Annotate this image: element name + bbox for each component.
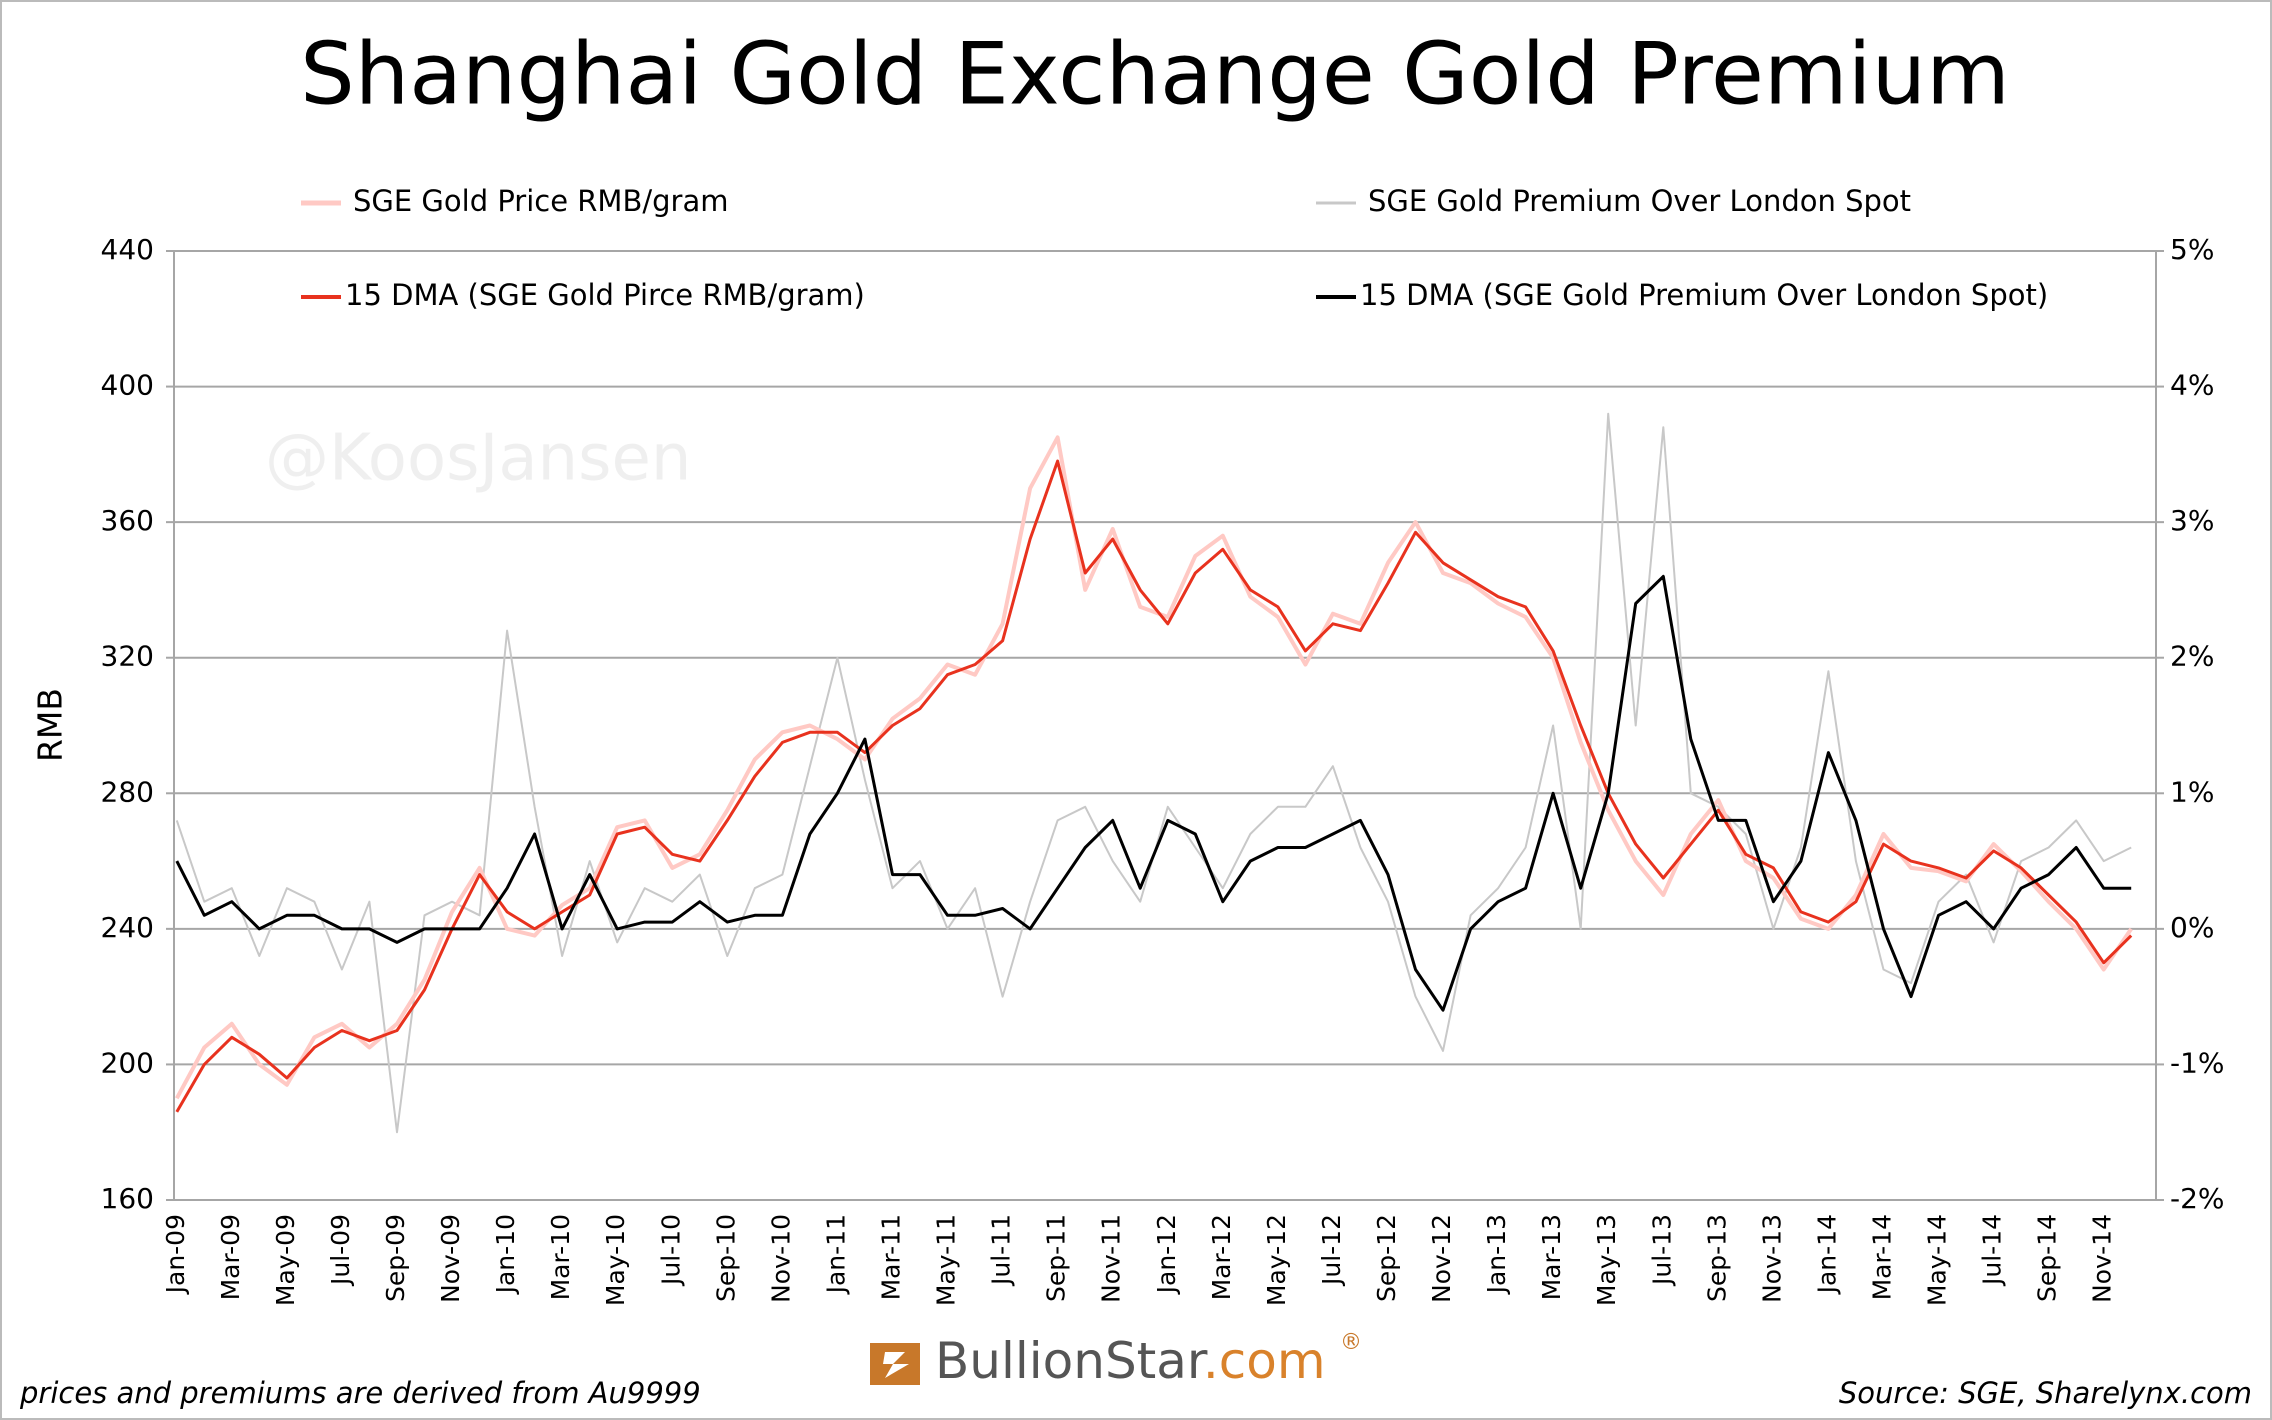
- x-tick-label: Mar-10: [546, 1214, 575, 1300]
- y-tick-label: 440: [101, 233, 154, 266]
- y-tick-label: 400: [101, 369, 154, 402]
- x-tick-label: May-11: [932, 1214, 961, 1306]
- x-tick-label: Nov-14: [2088, 1214, 2117, 1303]
- y-tick-label: 360: [101, 504, 154, 537]
- y-tick-label: 160: [101, 1182, 154, 1215]
- logo-name: BullionStar: [935, 1332, 1208, 1390]
- chart-title: Shanghai Gold Exchange Gold Premium: [300, 24, 2010, 124]
- x-tick-label: Jul-10: [656, 1214, 685, 1287]
- x-tick-label: Mar-12: [1207, 1214, 1236, 1300]
- y2-tick-label: -2%: [2170, 1182, 2225, 1215]
- watermark: @KoosJansen: [265, 422, 691, 496]
- x-tick-label: Sep-11: [1042, 1214, 1071, 1302]
- x-tick-label: Jan-11: [821, 1214, 850, 1295]
- y-tick-label: 320: [101, 640, 154, 673]
- y2-tick-label: 4%: [2170, 369, 2214, 402]
- logo-star: [883, 1352, 909, 1378]
- x-tick-label: Nov-09: [436, 1214, 465, 1303]
- x-tick-label: Jan-10: [491, 1214, 520, 1295]
- x-tick-label: Sep-10: [711, 1214, 740, 1302]
- x-tick-label: May-09: [271, 1214, 300, 1306]
- x-tick-label: Jan-13: [1482, 1214, 1511, 1295]
- series-line: [175, 459, 2133, 1113]
- x-tick-label: Jul-12: [1317, 1214, 1346, 1287]
- x-tick-label: May-14: [1923, 1214, 1952, 1306]
- x-tick-label: Nov-12: [1427, 1214, 1456, 1303]
- x-tick-label: Mar-14: [1867, 1214, 1896, 1300]
- y2-tick-label: 3%: [2170, 504, 2214, 537]
- x-tick-label: Nov-10: [766, 1214, 795, 1303]
- x-tick-label: Nov-13: [1757, 1214, 1786, 1303]
- logo-mark: ®: [1340, 1330, 1362, 1355]
- x-tick-label: Jan-09: [161, 1214, 190, 1295]
- x-tick-label: Jul-13: [1647, 1214, 1676, 1287]
- x-tick-label: May-12: [1262, 1214, 1291, 1306]
- legend-label: SGE Gold Premium Over London Spot: [1368, 184, 1911, 218]
- y2-tick-label: 5%: [2170, 233, 2214, 266]
- x-tick-label: Sep-13: [1702, 1214, 1731, 1302]
- source: Source: SGE, Sharelynx.com: [1839, 1376, 2252, 1410]
- legend-label: 15 DMA (SGE Gold Premium Over London Spo…: [1360, 278, 2048, 312]
- y-tick-label: 280: [101, 775, 154, 808]
- x-tick-label: Sep-14: [2033, 1214, 2062, 1302]
- logo-text: BullionStar.com: [935, 1332, 1326, 1390]
- series-line: [175, 574, 2132, 1012]
- x-tick-label: May-13: [1592, 1214, 1621, 1306]
- y-tick-label: 240: [101, 911, 154, 944]
- x-tick-label: Jan-12: [1152, 1214, 1181, 1295]
- series-line: [175, 435, 2133, 1100]
- x-tick-label: Mar-11: [876, 1214, 905, 1300]
- y2-tick-label: 1%: [2170, 775, 2214, 808]
- x-tick-label: Jul-09: [326, 1214, 355, 1287]
- x-tick-label: Mar-09: [216, 1214, 245, 1300]
- x-tick-label: Mar-13: [1537, 1214, 1566, 1300]
- x-tick-label: Jul-11: [987, 1214, 1016, 1287]
- x-tick-label: May-10: [601, 1214, 630, 1306]
- logo-suffix: .com: [1203, 1332, 1326, 1390]
- x-tick-label: Sep-09: [381, 1214, 410, 1302]
- x-tick-label: Jul-14: [1978, 1214, 2007, 1287]
- x-tick-label: Sep-12: [1372, 1214, 1401, 1302]
- y-axis-label: RMB: [31, 688, 70, 762]
- x-tick-label: Jan-14: [1812, 1214, 1841, 1295]
- logo: BullionStar.com ®: [870, 1330, 1362, 1390]
- legend-label: 15 DMA (SGE Gold Pirce RMB/gram): [345, 278, 865, 312]
- legend-label: SGE Gold Price RMB/gram: [353, 184, 728, 218]
- y2-tick-label: 2%: [2170, 640, 2214, 673]
- y-tick-label: 200: [101, 1046, 154, 1079]
- footnote: prices and premiums are derived from Au9…: [19, 1376, 701, 1410]
- x-tick-label: Nov-11: [1097, 1214, 1126, 1303]
- y2-tick-label: -1%: [2170, 1046, 2225, 1079]
- y2-tick-label: 0%: [2170, 911, 2214, 944]
